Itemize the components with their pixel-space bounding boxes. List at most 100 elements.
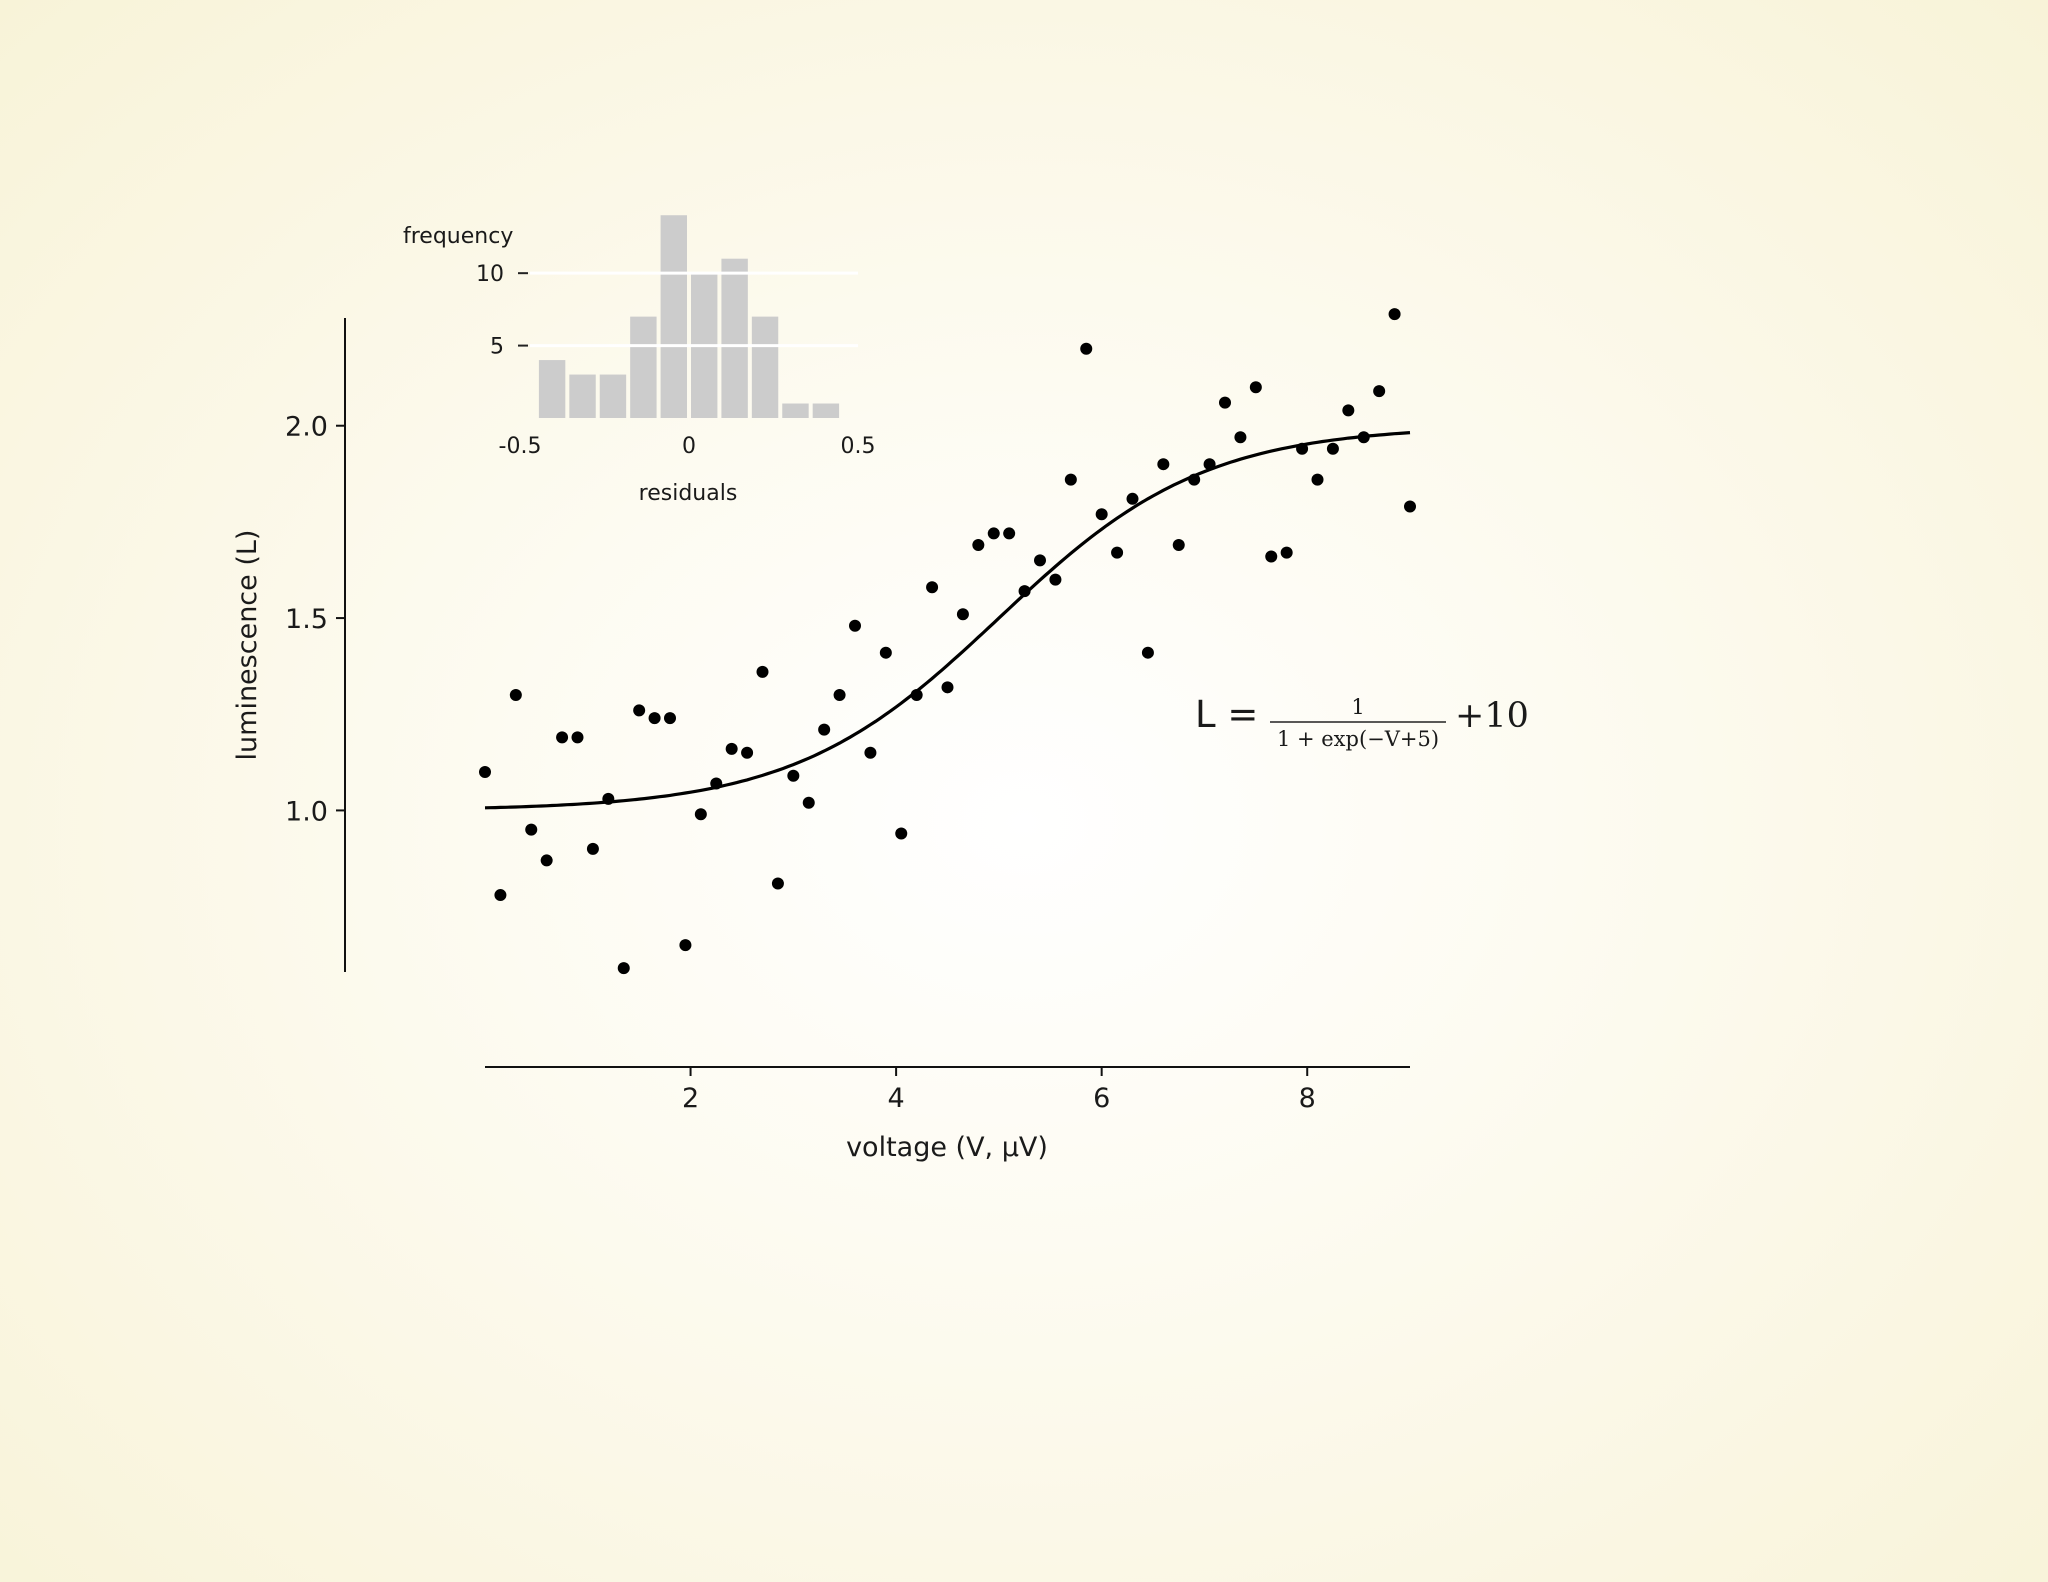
inset-x-axis-label: residuals xyxy=(639,481,738,506)
data-point xyxy=(479,765,491,778)
inset-y-tick-label: 10 xyxy=(476,262,504,287)
histogram-bar xyxy=(782,403,809,418)
histogram-bar xyxy=(812,403,840,418)
inset-x-tick-labels: -0.5 0 0.5 xyxy=(499,434,876,459)
x-tick-label: 4 xyxy=(888,1083,905,1114)
data-point xyxy=(1219,396,1231,409)
data-point xyxy=(525,823,538,836)
y-axis-label: luminescence (L) xyxy=(232,530,263,761)
data-point xyxy=(1111,546,1124,559)
data-point xyxy=(602,792,615,805)
x-tick-labels: 2 4 6 8 xyxy=(682,1067,1316,1114)
inset-y-tick-labels: 5 10 xyxy=(476,262,528,360)
data-point xyxy=(787,769,800,782)
data-point xyxy=(926,581,939,594)
data-point xyxy=(1249,381,1262,394)
data-point xyxy=(1003,527,1016,540)
y-tick-label: 2.0 xyxy=(285,412,328,443)
inset-x-tick-label: 0.5 xyxy=(841,434,876,459)
x-tick-label: 8 xyxy=(1299,1083,1316,1114)
data-point xyxy=(1342,404,1355,417)
data-point xyxy=(1080,342,1093,355)
data-point xyxy=(1373,385,1386,398)
data-point xyxy=(1357,431,1370,444)
data-point xyxy=(1018,585,1031,598)
data-point xyxy=(1049,573,1062,586)
data-point xyxy=(1064,473,1077,486)
histogram-bar xyxy=(751,316,779,418)
data-point xyxy=(679,939,692,952)
data-point xyxy=(571,731,584,744)
equation-denominator: 1 + exp(−V+5) xyxy=(1277,727,1439,751)
equation-tail: +10 xyxy=(1455,696,1529,736)
data-point xyxy=(725,742,738,755)
data-point xyxy=(633,704,646,717)
data-point xyxy=(1141,646,1154,659)
residuals-histogram: frequency 5 10 -0.5 0 0.5 residuals xyxy=(403,215,876,506)
data-point xyxy=(1311,473,1324,486)
data-point xyxy=(895,827,908,840)
data-point xyxy=(802,796,815,809)
data-point xyxy=(710,777,723,790)
histogram-bar xyxy=(538,360,566,418)
x-tick-label: 6 xyxy=(1093,1083,1110,1114)
y-tick-labels: 1.0 1.5 2.0 xyxy=(285,412,345,827)
data-point xyxy=(586,842,599,855)
inset-y-axis-label: frequency xyxy=(403,224,513,249)
data-point xyxy=(617,962,630,975)
data-point xyxy=(1095,508,1108,521)
data-point xyxy=(1203,458,1216,471)
histogram-gridlines xyxy=(530,271,858,348)
data-point xyxy=(556,731,569,744)
data-point xyxy=(1172,538,1185,551)
histogram-bars xyxy=(538,215,840,418)
data-points xyxy=(479,308,1416,975)
data-point xyxy=(648,712,661,725)
data-point xyxy=(1157,458,1170,471)
data-point xyxy=(494,889,507,902)
equation-numerator: 1 xyxy=(1351,695,1364,719)
data-point xyxy=(1326,442,1339,455)
data-point xyxy=(694,808,707,821)
data-point xyxy=(664,712,676,725)
data-point xyxy=(941,681,954,694)
x-tick-label: 2 xyxy=(682,1083,699,1114)
data-point xyxy=(509,689,522,702)
data-point xyxy=(1188,473,1201,486)
data-point xyxy=(756,665,769,678)
data-point xyxy=(956,608,969,621)
data-point xyxy=(741,746,754,759)
data-point xyxy=(1388,308,1401,321)
data-point xyxy=(818,723,831,736)
histogram-bar xyxy=(599,374,627,418)
data-point xyxy=(1034,554,1046,567)
data-point xyxy=(972,538,985,551)
data-point xyxy=(1296,442,1309,455)
data-point xyxy=(879,646,892,659)
fit-curve xyxy=(484,431,1411,810)
inset-x-tick-label: -0.5 xyxy=(499,434,542,459)
histogram-bar xyxy=(721,258,748,418)
data-point xyxy=(1234,431,1247,444)
data-point xyxy=(1404,500,1416,513)
fit-equation: L = 1 1 + exp(−V+5) +10 xyxy=(1195,693,1529,751)
data-point xyxy=(771,877,784,890)
data-point xyxy=(849,619,861,632)
data-point xyxy=(1126,492,1139,505)
y-tick-label: 1.5 xyxy=(285,604,328,635)
inset-x-tick-label: 0 xyxy=(682,434,696,459)
inset-y-tick-label: 5 xyxy=(490,335,504,360)
data-point xyxy=(1265,550,1278,563)
y-tick-label: 1.0 xyxy=(285,796,328,827)
histogram-bar xyxy=(630,316,657,418)
data-point xyxy=(833,689,846,702)
data-point xyxy=(1280,546,1293,559)
main-scatter-plot: 1.0 1.5 2.0 2 4 6 8 voltage (V, μV) luminesce… xyxy=(232,308,1529,1163)
equation-lhs: L = xyxy=(1195,693,1258,736)
data-point xyxy=(540,854,553,867)
histogram-bar xyxy=(569,374,596,418)
histogram-bar xyxy=(660,215,687,418)
data-point xyxy=(864,746,877,759)
x-axis-label: voltage (V, μV) xyxy=(846,1132,1048,1163)
